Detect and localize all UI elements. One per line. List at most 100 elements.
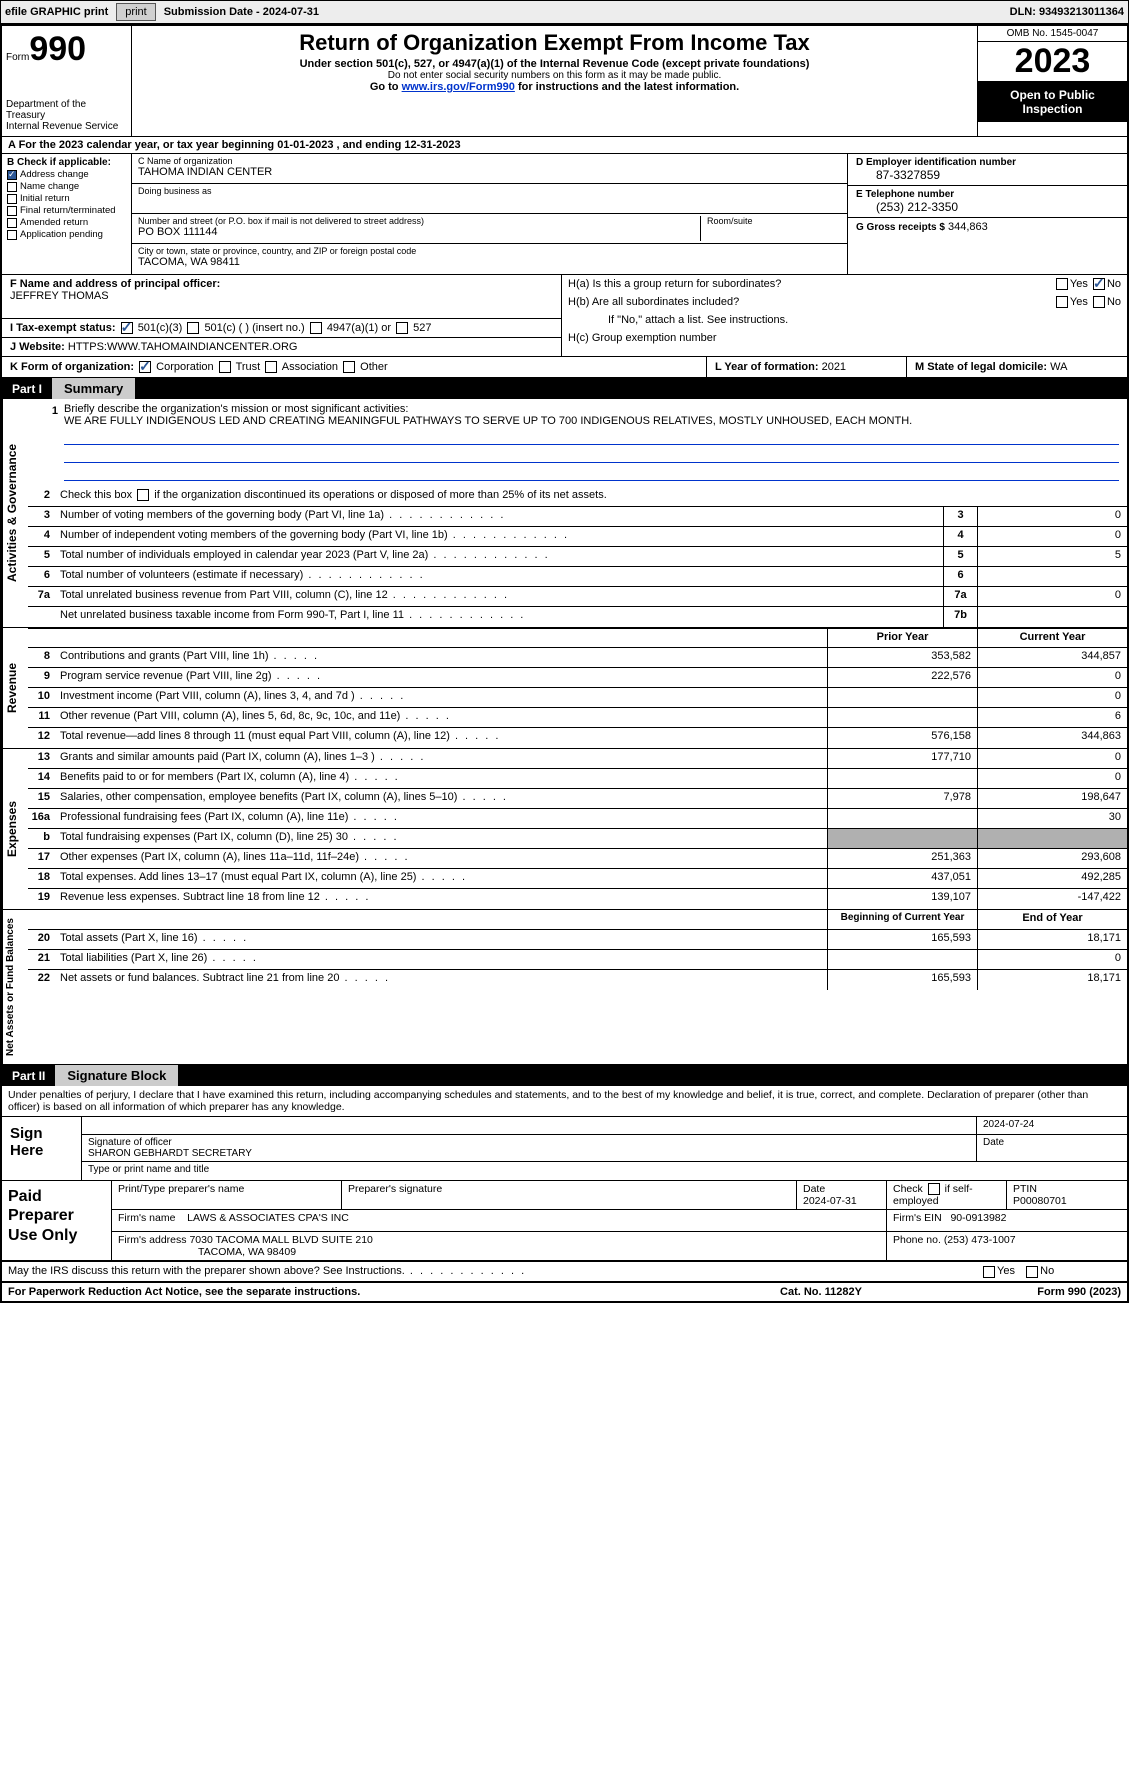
chk-self-emp[interactable]: [928, 1183, 940, 1195]
chk-name-change[interactable]: [7, 182, 17, 192]
line2: Check this box if the organization disco…: [60, 489, 607, 501]
current-val: 293,608: [977, 849, 1127, 868]
state-domicile: WA: [1050, 361, 1067, 373]
line-val: 0: [977, 507, 1127, 526]
line-desc: Benefits paid to or for members (Part IX…: [56, 769, 827, 788]
firm-addr1: 7030 TACOMA MALL BLVD SUITE 210: [189, 1234, 372, 1246]
current-val: 0: [977, 950, 1127, 969]
part1-header: Part I Summary: [2, 378, 1127, 399]
side-revenue: Revenue: [2, 628, 28, 748]
firm-ein-label: Firm's EIN: [893, 1212, 942, 1224]
ha-yes[interactable]: [1056, 278, 1068, 290]
prep-name-label: Print/Type preparer's name: [112, 1181, 342, 1209]
chk-corp[interactable]: [139, 361, 151, 373]
line-val: [977, 607, 1127, 627]
uline: [64, 447, 1119, 463]
chk-discontinued[interactable]: [137, 489, 149, 501]
discuss-row: May the IRS discuss this return with the…: [2, 1262, 1127, 1282]
chk-assoc[interactable]: [265, 361, 277, 373]
ha-no[interactable]: [1093, 278, 1105, 290]
form-number: Form990: [6, 30, 127, 69]
firm-phone-label: Phone no.: [893, 1234, 941, 1246]
prior-val: 177,710: [827, 749, 977, 768]
hb-no[interactable]: [1093, 296, 1105, 308]
mission-text: WE ARE FULLY INDIGENOUS LED AND CREATING…: [64, 415, 912, 427]
website: HTTPS:WWW.TAHOMAINDIANCENTER.ORG: [68, 341, 298, 353]
line-desc: Total unrelated business revenue from Pa…: [56, 587, 943, 606]
officer-sig: SHARON GEBHARDT SECRETARY: [88, 1148, 970, 1159]
current-val: 492,285: [977, 869, 1127, 888]
discuss-yes[interactable]: [983, 1266, 995, 1278]
box-f-label: F Name and address of principal officer:: [10, 278, 220, 290]
chk-initial-return[interactable]: [7, 194, 17, 204]
box-k-label: K Form of organization:: [10, 361, 134, 373]
current-val: 0: [977, 688, 1127, 707]
line-desc: Total liabilities (Part X, line 26): [56, 950, 827, 969]
line-box: 5: [943, 547, 977, 566]
governance-section: Activities & Governance 1 Briefly descri…: [2, 399, 1127, 628]
chk-501c3[interactable]: [121, 322, 133, 334]
chk-final-return-terminated[interactable]: [7, 206, 17, 216]
opt-corp: Corporation: [156, 361, 213, 373]
chk-application-pending[interactable]: [7, 230, 17, 240]
street-label: Number and street (or P.O. box if mail i…: [138, 216, 694, 226]
part2-header: Part II Signature Block: [2, 1065, 1127, 1086]
part2-label: Part II: [2, 1066, 55, 1086]
perjury-statement: Under penalties of perjury, I declare th…: [2, 1086, 1127, 1117]
suite-label: Room/suite: [707, 216, 841, 226]
hb-note: If "No," attach a list. See instructions…: [568, 314, 1121, 326]
hdr-current: Current Year: [977, 629, 1127, 647]
print-button[interactable]: print: [116, 3, 155, 21]
chk-other[interactable]: [343, 361, 355, 373]
prior-val: [827, 688, 977, 707]
current-val: 30: [977, 809, 1127, 828]
line-desc: Total assets (Part X, line 16): [56, 930, 827, 949]
lower-info: F Name and address of principal officer:…: [2, 275, 1127, 357]
chk-527[interactable]: [396, 322, 408, 334]
chk-label: Initial return: [20, 193, 70, 204]
firm-addr-label: Firm's address: [118, 1234, 187, 1246]
opt-trust: Trust: [236, 361, 261, 373]
side-governance: Activities & Governance: [2, 399, 28, 627]
phone: (253) 212-3350: [856, 200, 1119, 214]
prior-val: [827, 769, 977, 788]
chk-amended-return[interactable]: [7, 218, 17, 228]
current-val: -147,422: [977, 889, 1127, 909]
current-val: [977, 829, 1127, 848]
form-num: 990: [29, 30, 86, 68]
chk-address-change[interactable]: [7, 170, 17, 180]
goto-line: Go to www.irs.gov/Form990 for instructio…: [140, 81, 969, 93]
gross-receipts: 344,863: [948, 221, 988, 233]
irs-link[interactable]: www.irs.gov/Form990: [402, 81, 515, 93]
prior-val: [827, 809, 977, 828]
prep-date: 2024-07-31: [803, 1195, 857, 1207]
uline: [64, 429, 1119, 445]
line-box: 3: [943, 507, 977, 526]
current-val: 18,171: [977, 970, 1127, 990]
chk-501c[interactable]: [187, 322, 199, 334]
chk-trust[interactable]: [219, 361, 231, 373]
chk-label: Address change: [20, 169, 89, 180]
prior-val: 251,363: [827, 849, 977, 868]
paid-preparer-title: Paid Preparer Use Only: [2, 1181, 112, 1260]
goto-pre: Go to: [370, 81, 402, 93]
mission-label: Briefly describe the organization's miss…: [64, 403, 408, 415]
discuss-no[interactable]: [1026, 1266, 1038, 1278]
netassets-section: Net Assets or Fund Balances Beginning of…: [2, 910, 1127, 1065]
hdr-beginning: Beginning of Current Year: [827, 910, 977, 929]
firm-name-label: Firm's name: [118, 1212, 175, 1224]
line-box: 7a: [943, 587, 977, 606]
dept-treasury: Department of the Treasury Internal Reve…: [6, 99, 127, 132]
omb-number: OMB No. 1545-0047: [978, 26, 1127, 42]
prior-val: 353,582: [827, 648, 977, 667]
prior-val: 165,593: [827, 970, 977, 990]
line-desc: Total revenue—add lines 8 through 11 (mu…: [56, 728, 827, 748]
hb-yes[interactable]: [1056, 296, 1068, 308]
street: PO BOX 111144: [138, 226, 694, 238]
bottom-info: K Form of organization: Corporation Trus…: [2, 357, 1127, 378]
chk-4947[interactable]: [310, 322, 322, 334]
ssn-note: Do not enter social security numbers on …: [140, 70, 969, 81]
line-desc: Investment income (Part VIII, column (A)…: [56, 688, 827, 707]
gross-label: G Gross receipts $: [856, 222, 945, 233]
line-desc: Total expenses. Add lines 13–17 (must eq…: [56, 869, 827, 888]
